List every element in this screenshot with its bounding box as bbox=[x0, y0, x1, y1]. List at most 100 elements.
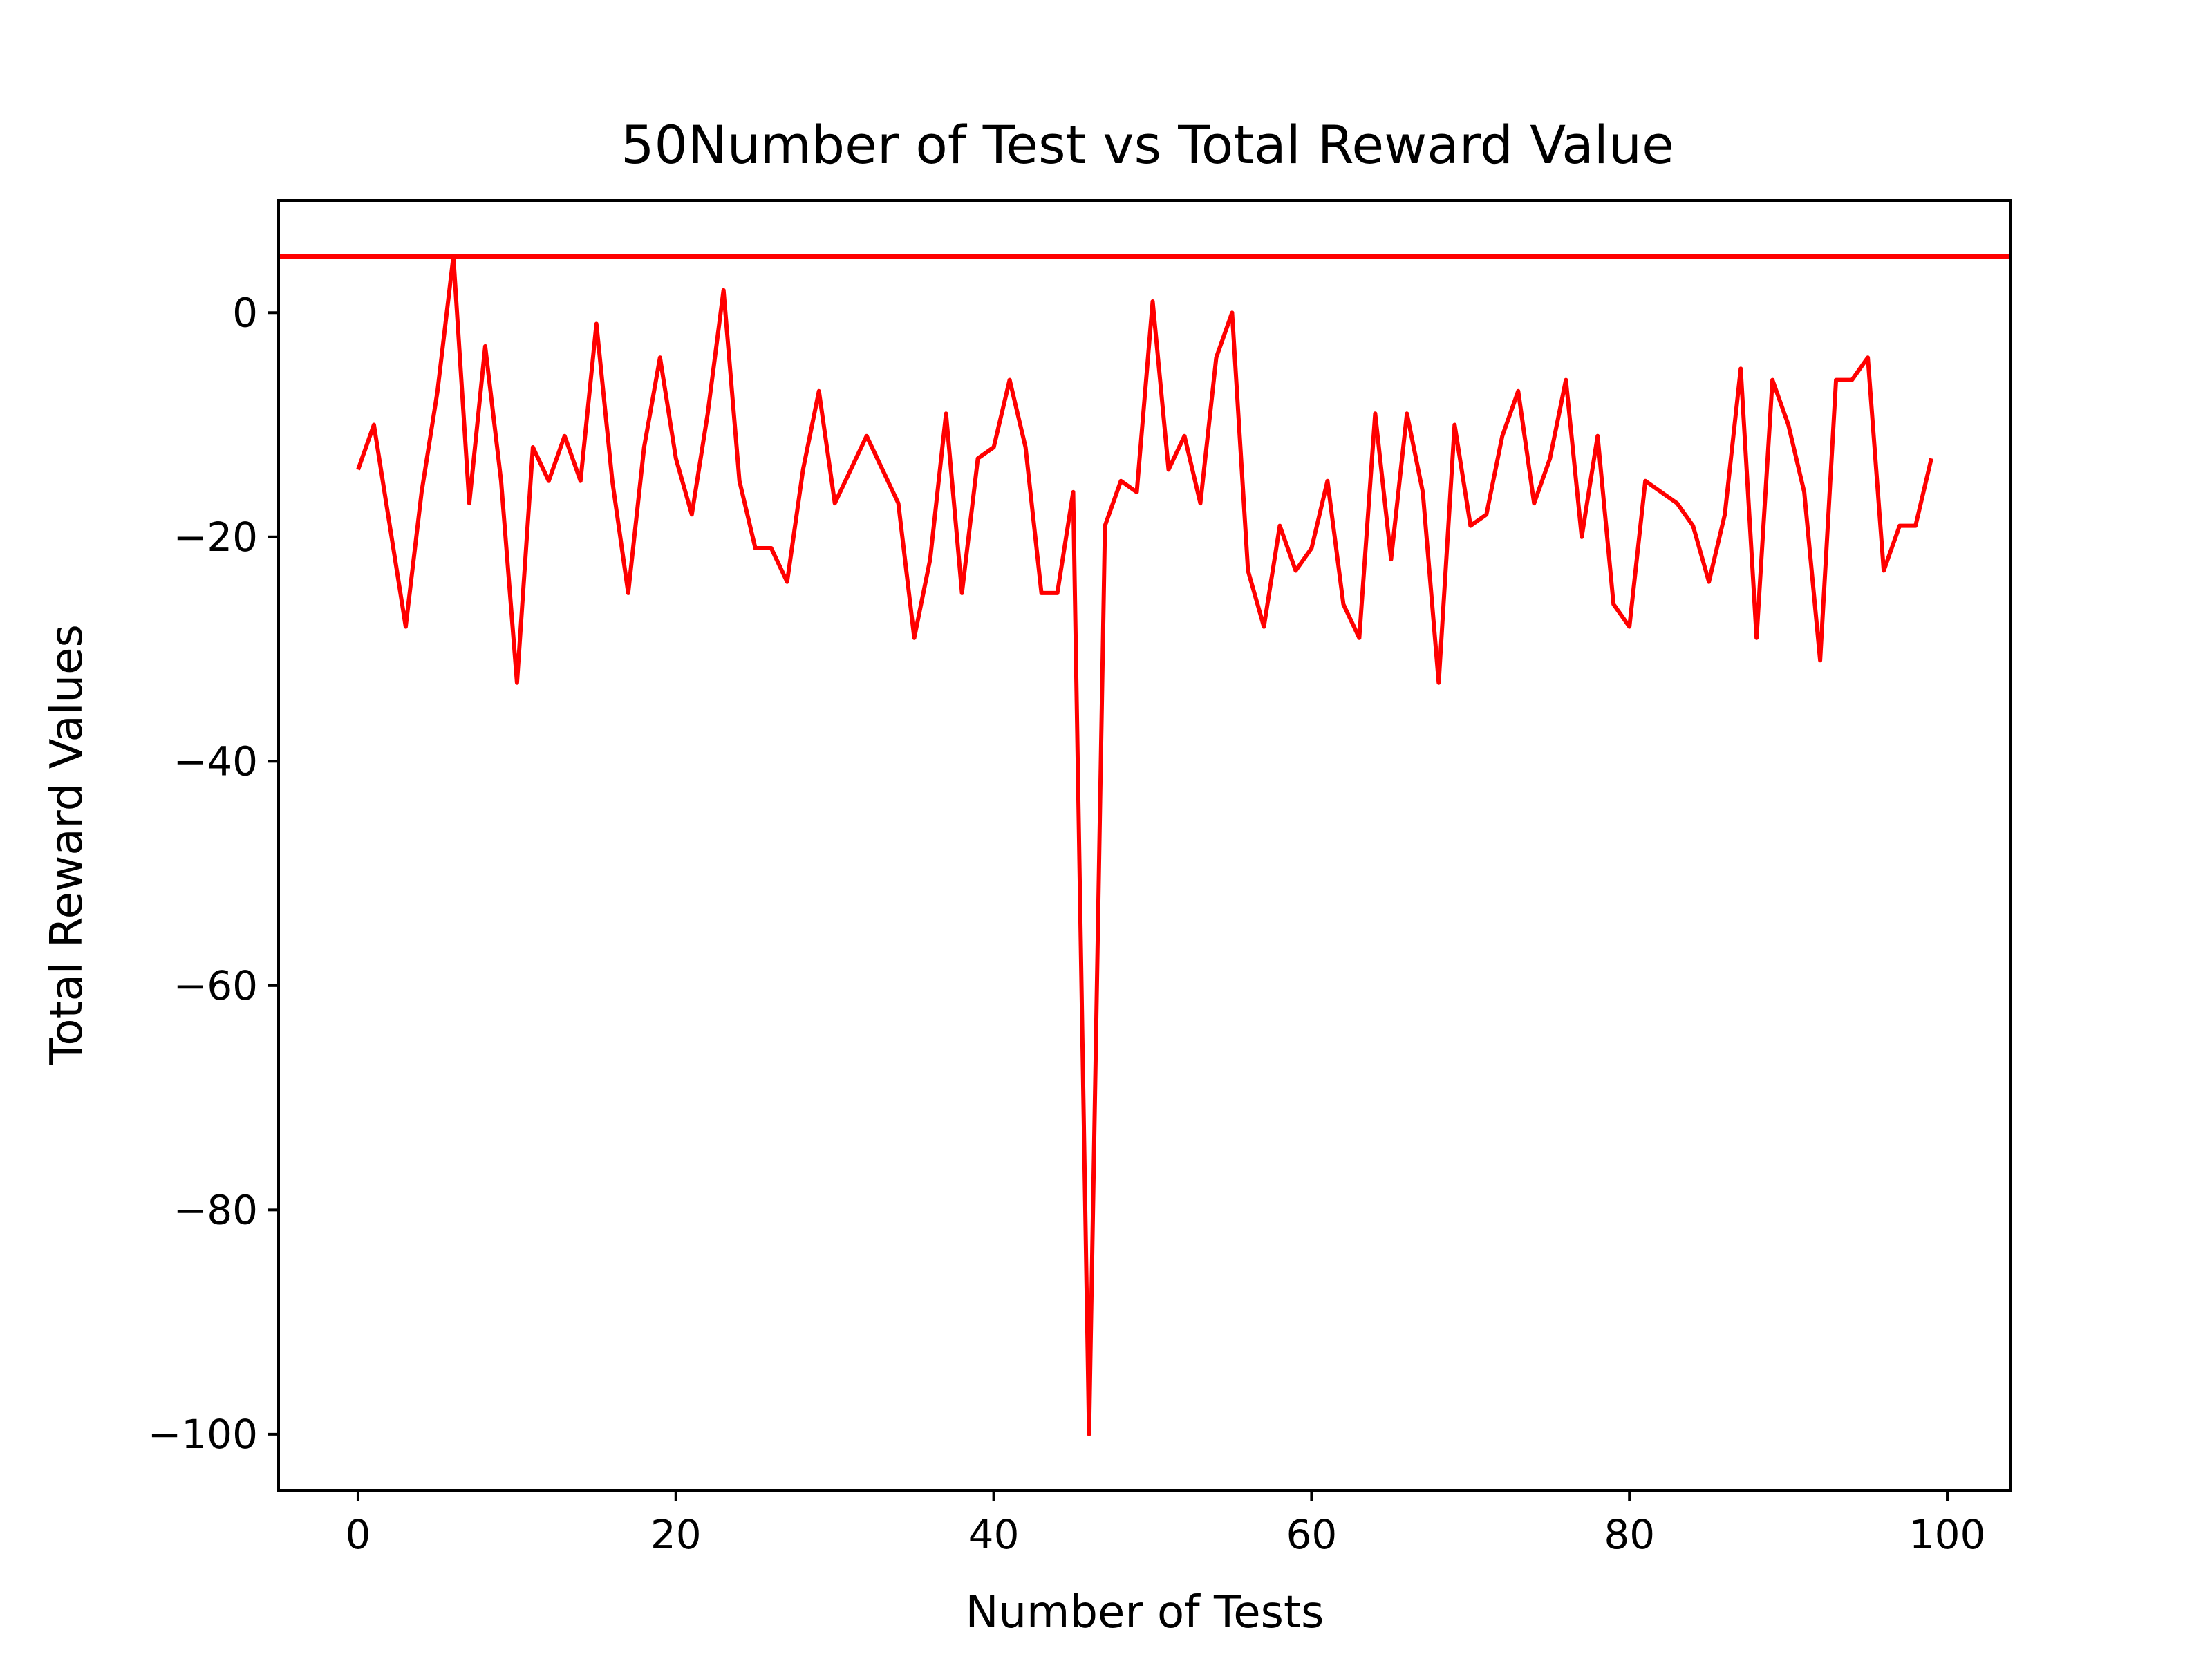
x-tick-label: 20 bbox=[650, 1511, 702, 1558]
data-point bbox=[1199, 501, 1203, 505]
x-axis-label: Number of Tests bbox=[966, 1587, 1324, 1638]
y-tick-label: −80 bbox=[174, 1186, 258, 1233]
data-point bbox=[1484, 512, 1488, 516]
data-point bbox=[1516, 389, 1520, 393]
data-point bbox=[1008, 378, 1012, 382]
data-point bbox=[515, 681, 519, 685]
data-point bbox=[722, 288, 726, 292]
data-point bbox=[1866, 355, 1870, 359]
data-point bbox=[1357, 636, 1361, 640]
x-tick-label: 40 bbox=[968, 1511, 1020, 1558]
data-point bbox=[897, 501, 901, 505]
data-point bbox=[1436, 681, 1441, 685]
data-point bbox=[1564, 378, 1568, 382]
data-point bbox=[881, 467, 885, 471]
data-point bbox=[372, 423, 376, 427]
data-point bbox=[1929, 456, 1933, 460]
data-point bbox=[435, 389, 440, 393]
data-point bbox=[1913, 524, 1918, 528]
data-point bbox=[976, 456, 980, 460]
data-point bbox=[356, 467, 360, 471]
data-point bbox=[706, 411, 710, 415]
data-point bbox=[1309, 546, 1313, 550]
data-point bbox=[1738, 366, 1743, 371]
data-point bbox=[1405, 411, 1409, 415]
data-point bbox=[944, 411, 948, 415]
data-point bbox=[1119, 479, 1123, 483]
data-point bbox=[1246, 569, 1250, 573]
data-point bbox=[1103, 524, 1107, 528]
data-point bbox=[1882, 569, 1886, 573]
axes-frame bbox=[277, 199, 2012, 1492]
y-tick-label: −20 bbox=[174, 514, 258, 561]
data-point bbox=[753, 546, 758, 550]
data-point bbox=[1024, 445, 1028, 449]
data-point bbox=[738, 479, 742, 483]
data-point bbox=[1500, 434, 1504, 438]
data-point bbox=[769, 546, 774, 550]
data-point bbox=[1341, 602, 1345, 606]
data-point bbox=[690, 512, 694, 516]
y-tick-label: −40 bbox=[174, 738, 258, 785]
data-point bbox=[1215, 355, 1219, 359]
data-point bbox=[1421, 490, 1425, 494]
data-point bbox=[1786, 423, 1790, 427]
data-point bbox=[1897, 524, 1902, 528]
y-tick-label: −100 bbox=[148, 1411, 258, 1458]
data-point bbox=[1389, 557, 1393, 561]
data-point bbox=[642, 445, 646, 449]
x-axis: 0 20 40 60 80 100 bbox=[346, 1490, 1986, 1558]
data-point bbox=[1373, 411, 1377, 415]
data-point bbox=[1087, 1432, 1091, 1436]
data-point bbox=[1452, 423, 1456, 427]
data-point bbox=[1770, 378, 1774, 382]
series-line bbox=[356, 254, 1933, 1436]
data-point bbox=[1151, 299, 1155, 303]
y-tick-label: 0 bbox=[232, 289, 258, 336]
x-tick-label: 60 bbox=[1286, 1511, 1337, 1558]
data-point bbox=[1071, 490, 1076, 494]
data-point bbox=[1850, 378, 1854, 382]
data-point bbox=[1723, 512, 1727, 516]
data-point bbox=[1675, 501, 1679, 505]
data-point bbox=[1754, 636, 1759, 640]
data-point bbox=[785, 580, 789, 584]
data-point bbox=[1595, 434, 1600, 438]
data-point bbox=[531, 445, 535, 449]
data-point bbox=[1183, 434, 1187, 438]
data-point bbox=[388, 524, 392, 528]
data-point bbox=[594, 322, 599, 326]
x-tick-label: 80 bbox=[1604, 1511, 1655, 1558]
plot-area bbox=[279, 254, 2011, 1436]
data-point bbox=[849, 467, 853, 471]
data-point bbox=[960, 591, 964, 595]
data-point bbox=[626, 591, 630, 595]
data-point bbox=[1548, 456, 1552, 460]
data-point bbox=[1230, 310, 1234, 315]
data-point bbox=[817, 389, 821, 393]
data-point bbox=[865, 434, 869, 438]
y-tick-label: −60 bbox=[174, 962, 258, 1009]
data-point bbox=[833, 501, 837, 505]
data-point bbox=[547, 479, 551, 483]
data-point bbox=[1262, 625, 1266, 629]
data-point bbox=[1277, 524, 1282, 528]
data-point bbox=[658, 355, 662, 359]
data-point bbox=[610, 479, 615, 483]
data-point bbox=[1532, 501, 1536, 505]
data-point bbox=[1135, 490, 1139, 494]
data-point bbox=[1627, 625, 1631, 629]
data-point bbox=[420, 490, 424, 494]
x-tick-label: 0 bbox=[346, 1511, 371, 1558]
data-point bbox=[499, 479, 503, 483]
data-point bbox=[563, 434, 567, 438]
data-point bbox=[992, 445, 996, 449]
data-point bbox=[1056, 591, 1060, 595]
data-point bbox=[1468, 524, 1472, 528]
data-point bbox=[1818, 658, 1822, 662]
x-tick-label: 100 bbox=[1909, 1511, 1986, 1558]
data-point bbox=[1293, 569, 1297, 573]
data-point bbox=[1580, 535, 1584, 539]
